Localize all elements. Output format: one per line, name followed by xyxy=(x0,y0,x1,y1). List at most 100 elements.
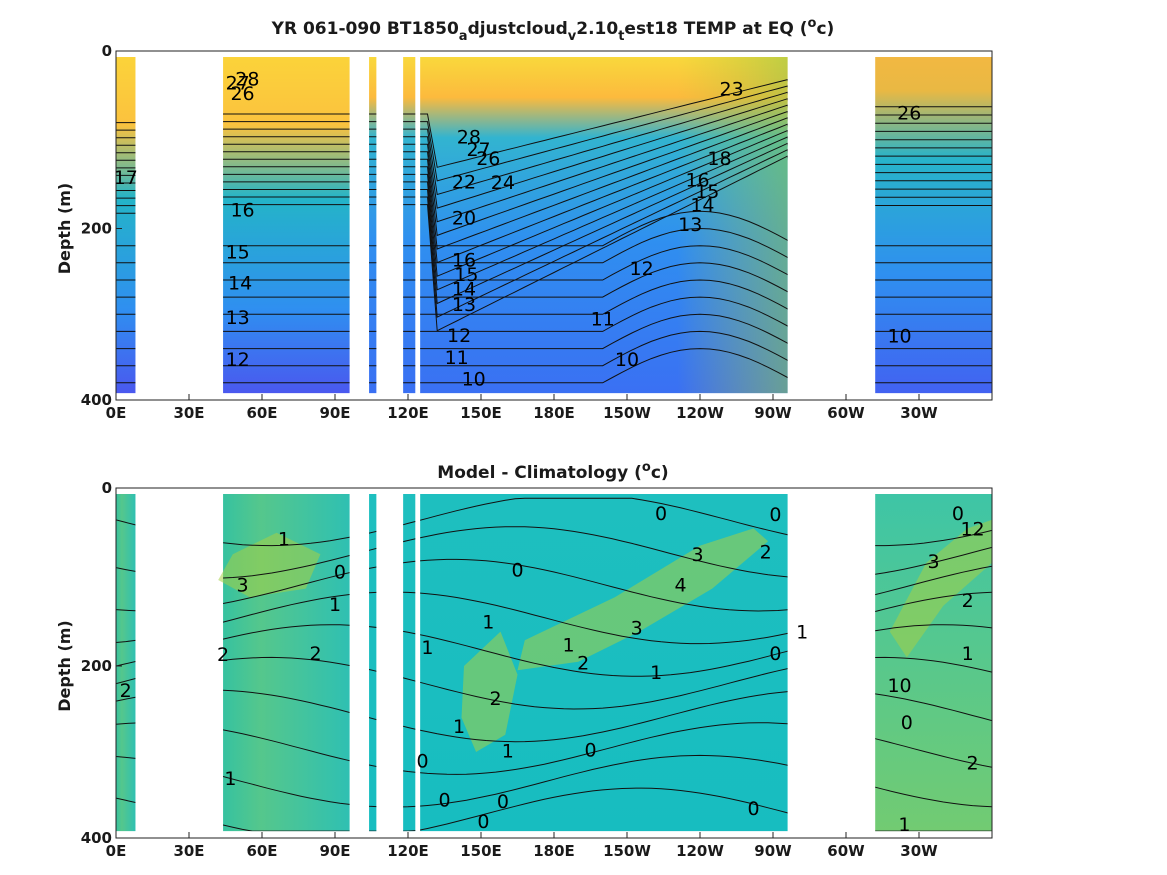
contour-label: 20 xyxy=(452,207,476,229)
contour-label: 2 xyxy=(966,752,978,774)
contour-label: 3 xyxy=(928,551,940,573)
contour-label: 1 xyxy=(796,622,808,644)
contour-label: 1 xyxy=(962,643,974,665)
contour-label: 3 xyxy=(692,544,704,566)
contour-label: 13 xyxy=(678,214,702,236)
ocean-field-segment xyxy=(875,57,992,394)
contour-label: 0 xyxy=(511,560,523,582)
temperature-panel: 2827261716151413122827262422201615141312… xyxy=(55,42,993,422)
contour-label: 15 xyxy=(226,242,250,264)
contour-label: 12 xyxy=(630,258,654,280)
contour-label: 4 xyxy=(674,574,686,596)
anomaly-region xyxy=(218,532,321,598)
contour-label: 10 xyxy=(615,349,639,371)
contour-label: 1 xyxy=(421,637,433,659)
contour-label: 0 xyxy=(769,643,781,665)
contour-label: 2 xyxy=(962,590,974,612)
contour-label: 0 xyxy=(655,503,667,525)
contour-label: 16 xyxy=(230,200,254,222)
contour-label: 26 xyxy=(476,148,500,170)
chart-title-top: YR 061-090 BT1850adjustcloudv2.10test18 … xyxy=(271,16,835,44)
contour-label: 1 xyxy=(482,611,494,633)
x-tick-label: 60W xyxy=(827,404,865,422)
y-axis-label: Depth (m) xyxy=(55,620,74,712)
contour-label: 18 xyxy=(707,148,731,170)
ocean-field-segment xyxy=(403,57,416,394)
x-tick-label: 90W xyxy=(754,404,792,422)
x-tick-label: 120W xyxy=(676,404,724,422)
contour-label: 28 xyxy=(457,127,481,149)
x-tick-label: 30W xyxy=(900,842,938,860)
contour-label: 10 xyxy=(887,675,911,697)
contour-label: 1 xyxy=(563,635,575,657)
x-tick-label: 180E xyxy=(533,404,575,422)
y-tick-label: 200 xyxy=(81,220,112,238)
contour-label: 12 xyxy=(226,349,250,371)
x-tick-label: 180E xyxy=(533,842,575,860)
x-tick-label: 30E xyxy=(173,404,204,422)
x-tick-label: 90E xyxy=(319,404,350,422)
contour-label: 11 xyxy=(445,347,469,369)
contour-label: 1 xyxy=(650,662,662,684)
contour-label: 26 xyxy=(897,103,921,125)
contour-label: 10 xyxy=(462,369,486,391)
anomaly-region xyxy=(461,631,518,752)
x-tick-label: 90E xyxy=(319,842,350,860)
contour-label: 0 xyxy=(952,503,964,525)
contour-label: 2 xyxy=(120,680,132,702)
x-tick-label: 30E xyxy=(173,842,204,860)
contour-label: 28 xyxy=(235,68,259,90)
contour-label: 2 xyxy=(577,653,589,675)
contour-label: 0 xyxy=(584,739,596,761)
contour-label: 0 xyxy=(769,504,781,526)
contour-label: 14 xyxy=(452,279,476,301)
contour-label: 2 xyxy=(217,644,229,666)
contour-label: 0 xyxy=(334,561,346,583)
ocean-tint xyxy=(420,57,788,394)
x-tick-label: 60E xyxy=(246,404,277,422)
y-tick-label: 400 xyxy=(81,391,112,409)
contour-label: 1 xyxy=(898,814,910,836)
x-tick-label: 150E xyxy=(460,404,502,422)
contour-label: 1 xyxy=(224,768,236,790)
x-tick-label: 120E xyxy=(387,404,429,422)
contour-label: 15 xyxy=(454,264,478,286)
contour-label: 3 xyxy=(631,617,643,639)
contour-label: 10 xyxy=(887,326,911,348)
x-tick-label: 0E xyxy=(106,404,127,422)
contour-label: 11 xyxy=(591,309,615,331)
ocean-field-segment xyxy=(116,494,136,832)
y-tick-label: 400 xyxy=(81,829,112,847)
ocean-field-segment xyxy=(369,494,377,832)
x-tick-label: 150W xyxy=(603,842,651,860)
x-tick-label: 150E xyxy=(460,842,502,860)
contour-label: 1 xyxy=(329,594,341,616)
contour-label: 2 xyxy=(309,643,321,665)
contour-label: 15 xyxy=(695,181,719,203)
ocean-field-segment xyxy=(116,57,136,394)
x-tick-label: 30W xyxy=(900,404,938,422)
contour-label: 23 xyxy=(720,79,744,101)
contour-label: 1 xyxy=(502,740,514,762)
ocean-field-segment xyxy=(369,57,377,394)
contour-label: 13 xyxy=(452,294,476,316)
y-tick-label: 0 xyxy=(102,42,112,60)
y-tick-label: 200 xyxy=(81,657,112,675)
contour-label: 14 xyxy=(228,273,252,295)
x-tick-label: 150W xyxy=(603,404,651,422)
x-tick-label: 60E xyxy=(246,842,277,860)
contour-label: 1 xyxy=(453,716,465,738)
contour-label: 16 xyxy=(452,249,476,271)
contour-label: 12 xyxy=(960,518,984,540)
contour-label: 24 xyxy=(491,172,515,194)
x-tick-label: 120E xyxy=(387,842,429,860)
x-tick-label: 60W xyxy=(827,842,865,860)
contour-label: 0 xyxy=(438,789,450,811)
contour-label: 16 xyxy=(685,170,709,192)
contour-label: 27 xyxy=(466,139,490,161)
contour-label: 2 xyxy=(490,688,502,710)
contour-label: 3 xyxy=(236,574,248,596)
chart-title-bottom: Model - Climatology (oc) xyxy=(437,460,668,483)
